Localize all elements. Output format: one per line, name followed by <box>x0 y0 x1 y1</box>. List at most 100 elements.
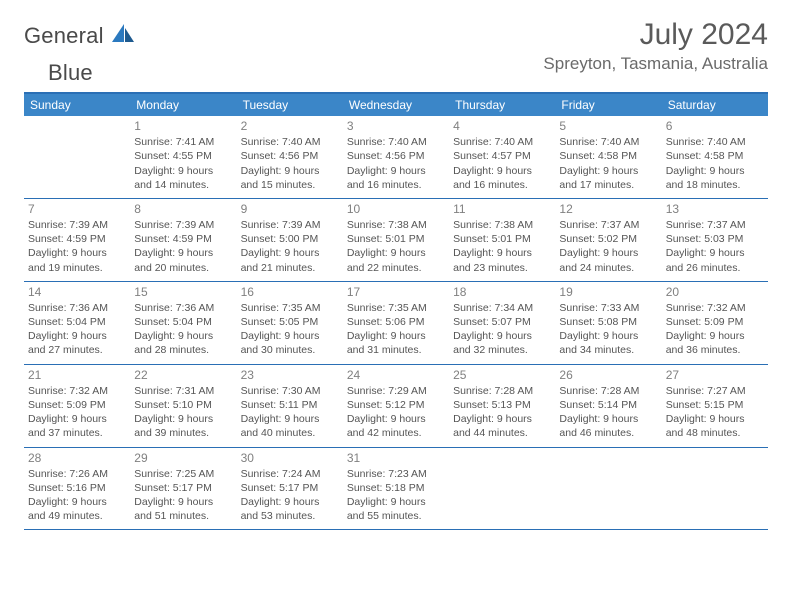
day-info-line: Sunrise: 7:32 AM <box>28 384 126 398</box>
day-info-line: and 30 minutes. <box>241 343 339 357</box>
day-header-sun: Sunday <box>24 94 130 116</box>
day-number: 22 <box>134 367 232 383</box>
day-info-line: Sunrise: 7:37 AM <box>666 218 764 232</box>
day-info-line: Sunset: 5:04 PM <box>134 315 232 329</box>
day-cell: 6Sunrise: 7:40 AMSunset: 4:58 PMDaylight… <box>662 116 768 198</box>
day-info-line: Sunset: 5:12 PM <box>347 398 445 412</box>
day-info-line: Sunset: 5:11 PM <box>241 398 339 412</box>
day-info-line: Sunrise: 7:40 AM <box>559 135 657 149</box>
day-cell: 21Sunrise: 7:32 AMSunset: 5:09 PMDayligh… <box>24 365 130 447</box>
day-number: 14 <box>28 284 126 300</box>
day-info-line: Daylight: 9 hours <box>453 412 551 426</box>
day-info-line: Daylight: 9 hours <box>347 495 445 509</box>
day-cell <box>662 448 768 530</box>
day-info-line: Daylight: 9 hours <box>347 329 445 343</box>
day-info-line: and 42 minutes. <box>347 426 445 440</box>
day-info-line: Sunrise: 7:40 AM <box>453 135 551 149</box>
day-info-line: Sunrise: 7:40 AM <box>347 135 445 149</box>
day-number: 27 <box>666 367 764 383</box>
day-info-line: Daylight: 9 hours <box>134 495 232 509</box>
day-info-line: Sunset: 5:17 PM <box>134 481 232 495</box>
day-info-line: and 28 minutes. <box>134 343 232 357</box>
day-info-line: Daylight: 9 hours <box>453 329 551 343</box>
day-info-line: and 37 minutes. <box>28 426 126 440</box>
day-cell: 31Sunrise: 7:23 AMSunset: 5:18 PMDayligh… <box>343 448 449 530</box>
day-info-line: Daylight: 9 hours <box>28 495 126 509</box>
day-info-line: Sunrise: 7:26 AM <box>28 467 126 481</box>
day-number: 29 <box>134 450 232 466</box>
day-info-line: Sunrise: 7:29 AM <box>347 384 445 398</box>
week-row: 28Sunrise: 7:26 AMSunset: 5:16 PMDayligh… <box>24 448 768 531</box>
day-info-line: Sunset: 4:56 PM <box>241 149 339 163</box>
day-cell: 8Sunrise: 7:39 AMSunset: 4:59 PMDaylight… <box>130 199 236 281</box>
day-info-line: Daylight: 9 hours <box>666 164 764 178</box>
day-info-line: Daylight: 9 hours <box>559 246 657 260</box>
day-header-mon: Monday <box>130 94 236 116</box>
day-number: 6 <box>666 118 764 134</box>
day-info-line: Sunrise: 7:27 AM <box>666 384 764 398</box>
day-info-line: Daylight: 9 hours <box>28 246 126 260</box>
day-info-line: and 51 minutes. <box>134 509 232 523</box>
day-info-line: Sunset: 5:09 PM <box>666 315 764 329</box>
day-info-line: Sunset: 4:59 PM <box>28 232 126 246</box>
day-info-line: and 49 minutes. <box>28 509 126 523</box>
brand-part2: Blue <box>48 60 93 86</box>
day-info-line: Daylight: 9 hours <box>559 164 657 178</box>
day-header-wed: Wednesday <box>343 94 449 116</box>
day-info-line: and 26 minutes. <box>666 261 764 275</box>
day-info-line: and 18 minutes. <box>666 178 764 192</box>
day-info-line: Sunset: 5:10 PM <box>134 398 232 412</box>
day-cell: 7Sunrise: 7:39 AMSunset: 4:59 PMDaylight… <box>24 199 130 281</box>
day-number: 24 <box>347 367 445 383</box>
day-info-line: Daylight: 9 hours <box>453 246 551 260</box>
day-info-line: Sunrise: 7:24 AM <box>241 467 339 481</box>
day-info-line: Daylight: 9 hours <box>28 329 126 343</box>
day-cell: 1Sunrise: 7:41 AMSunset: 4:55 PMDaylight… <box>130 116 236 198</box>
day-number: 9 <box>241 201 339 217</box>
day-info-line: Sunrise: 7:28 AM <box>559 384 657 398</box>
day-cell: 9Sunrise: 7:39 AMSunset: 5:00 PMDaylight… <box>237 199 343 281</box>
day-info-line: Daylight: 9 hours <box>241 495 339 509</box>
day-number: 3 <box>347 118 445 134</box>
day-number: 30 <box>241 450 339 466</box>
day-cell: 16Sunrise: 7:35 AMSunset: 5:05 PMDayligh… <box>237 282 343 364</box>
day-info-line: Sunrise: 7:39 AM <box>134 218 232 232</box>
day-cell: 26Sunrise: 7:28 AMSunset: 5:14 PMDayligh… <box>555 365 661 447</box>
day-info-line: Daylight: 9 hours <box>559 329 657 343</box>
day-header-tue: Tuesday <box>237 94 343 116</box>
day-info-line: Sunrise: 7:40 AM <box>666 135 764 149</box>
day-info-line: Daylight: 9 hours <box>134 246 232 260</box>
day-number: 12 <box>559 201 657 217</box>
day-info-line: and 32 minutes. <box>453 343 551 357</box>
day-info-line: Sunset: 5:04 PM <box>28 315 126 329</box>
day-info-line: and 31 minutes. <box>347 343 445 357</box>
day-info-line: Daylight: 9 hours <box>347 246 445 260</box>
day-cell: 27Sunrise: 7:27 AMSunset: 5:15 PMDayligh… <box>662 365 768 447</box>
day-info-line: and 53 minutes. <box>241 509 339 523</box>
day-info-line: and 40 minutes. <box>241 426 339 440</box>
day-cell: 18Sunrise: 7:34 AMSunset: 5:07 PMDayligh… <box>449 282 555 364</box>
day-number: 31 <box>347 450 445 466</box>
day-info-line: Sunset: 5:09 PM <box>28 398 126 412</box>
day-cell: 5Sunrise: 7:40 AMSunset: 4:58 PMDaylight… <box>555 116 661 198</box>
day-cell: 13Sunrise: 7:37 AMSunset: 5:03 PMDayligh… <box>662 199 768 281</box>
day-cell <box>555 448 661 530</box>
day-cell: 28Sunrise: 7:26 AMSunset: 5:16 PMDayligh… <box>24 448 130 530</box>
calendar-page: General July 2024 Spreyton, Tasmania, Au… <box>0 0 792 530</box>
day-number: 11 <box>453 201 551 217</box>
day-info-line: Sunset: 4:58 PM <box>666 149 764 163</box>
day-info-line: Sunset: 5:01 PM <box>453 232 551 246</box>
day-info-line: Sunset: 5:05 PM <box>241 315 339 329</box>
day-number: 7 <box>28 201 126 217</box>
day-info-line: Daylight: 9 hours <box>347 164 445 178</box>
day-cell: 17Sunrise: 7:35 AMSunset: 5:06 PMDayligh… <box>343 282 449 364</box>
day-info-line: Daylight: 9 hours <box>134 329 232 343</box>
week-row: 7Sunrise: 7:39 AMSunset: 4:59 PMDaylight… <box>24 199 768 282</box>
brand-logo: General <box>24 22 138 49</box>
day-info-line: Sunset: 4:58 PM <box>559 149 657 163</box>
day-cell: 20Sunrise: 7:32 AMSunset: 5:09 PMDayligh… <box>662 282 768 364</box>
day-info-line: Sunrise: 7:34 AM <box>453 301 551 315</box>
day-info-line: Daylight: 9 hours <box>666 246 764 260</box>
day-info-line: and 14 minutes. <box>134 178 232 192</box>
day-info-line: Sunset: 5:03 PM <box>666 232 764 246</box>
